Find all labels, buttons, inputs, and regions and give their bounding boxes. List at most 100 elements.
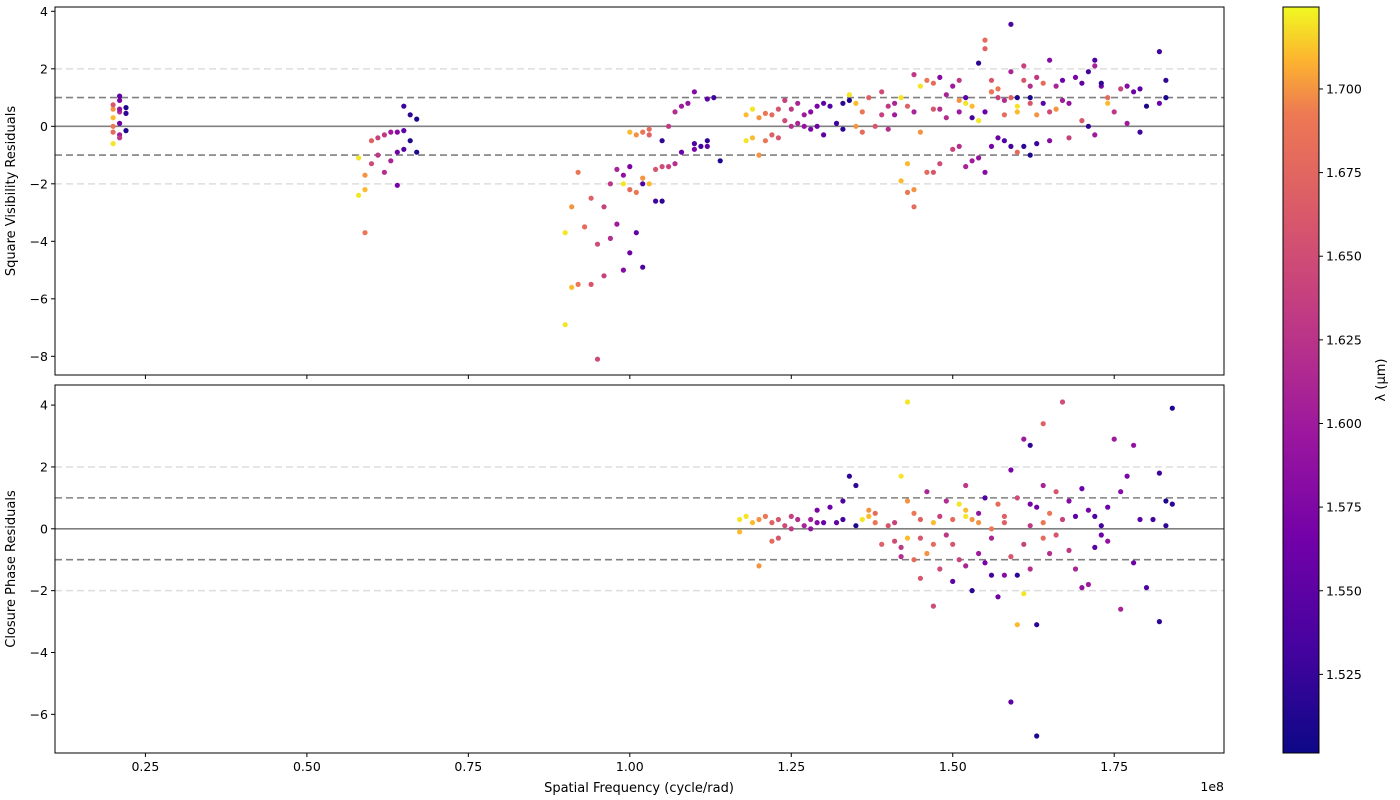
data-point [575, 169, 581, 175]
data-point [704, 138, 710, 144]
data-point [976, 510, 982, 516]
data-point [988, 526, 995, 532]
data-point [749, 106, 756, 112]
x-tick-label: 0.25 [131, 759, 159, 774]
data-point [117, 97, 123, 103]
data-point [640, 129, 646, 135]
data-point [930, 541, 937, 547]
data-point [1137, 129, 1143, 135]
data-point [1092, 544, 1098, 551]
data-point [653, 198, 659, 204]
top-scatter-points [110, 21, 1169, 362]
data-point [388, 129, 394, 135]
data-point [362, 187, 368, 193]
data-point [930, 520, 937, 526]
data-point [1131, 560, 1137, 566]
data-point [911, 204, 917, 210]
data-point [937, 513, 943, 520]
data-point [853, 523, 859, 529]
data-point [956, 143, 962, 149]
data-point [401, 128, 407, 134]
data-point [646, 126, 652, 132]
data-point [1066, 547, 1072, 554]
data-point [1156, 49, 1162, 55]
data-point [995, 95, 1001, 101]
data-point [407, 112, 413, 118]
data-point [963, 164, 969, 170]
data-point [821, 132, 827, 138]
data-point [1040, 421, 1046, 427]
data-point [1131, 442, 1137, 448]
data-point [1085, 507, 1091, 513]
data-point [659, 138, 665, 144]
data-point [788, 123, 794, 129]
data-point [969, 516, 975, 523]
data-point [1047, 109, 1053, 115]
x-tick-label: 1.50 [939, 759, 967, 774]
data-point [1001, 572, 1008, 578]
data-point [1059, 97, 1066, 103]
data-point [743, 112, 749, 118]
data-point [775, 135, 782, 141]
data-point [963, 482, 969, 489]
data-point [892, 112, 898, 118]
data-point [614, 166, 620, 172]
data-point [1163, 523, 1169, 529]
data-point [1014, 572, 1020, 578]
data-point [1008, 95, 1014, 101]
data-point [633, 189, 639, 195]
data-point [801, 123, 807, 129]
data-point [976, 118, 982, 124]
data-point [749, 135, 756, 141]
data-point [775, 535, 782, 541]
data-point [995, 86, 1001, 92]
data-point [672, 109, 678, 115]
data-point [1027, 442, 1033, 448]
data-point [821, 520, 827, 526]
data-point [866, 95, 872, 101]
data-point [898, 473, 904, 479]
y-tick-label: 4 [40, 398, 48, 413]
data-point [1111, 109, 1117, 115]
bottom-axes-frame [54, 384, 1225, 754]
data-point [911, 557, 917, 563]
y-tick-label: 0 [40, 521, 48, 536]
data-point [1040, 100, 1046, 106]
data-point [866, 513, 872, 520]
data-point [1047, 138, 1053, 144]
data-point [1118, 86, 1124, 92]
data-point [943, 498, 949, 504]
data-point [814, 103, 820, 109]
data-point [594, 241, 601, 247]
data-point [885, 103, 891, 109]
bottom-scatter-points [737, 399, 1175, 739]
data-point [1085, 581, 1091, 588]
data-point [833, 520, 840, 526]
data-point [356, 155, 362, 161]
data-point [1079, 118, 1085, 124]
data-point [569, 284, 575, 290]
data-point [711, 95, 717, 101]
data-point [123, 110, 129, 116]
data-point [846, 473, 853, 479]
data-point [737, 516, 743, 523]
colorbar-tick-label: 1.550 [1326, 583, 1362, 598]
data-point [607, 235, 614, 241]
x-tick-label: 1.00 [616, 759, 644, 774]
data-point [678, 103, 685, 109]
data-point [123, 105, 129, 111]
data-point [1124, 83, 1130, 89]
data-point [859, 516, 865, 523]
data-point [401, 146, 407, 152]
data-point [381, 169, 387, 175]
data-point [969, 103, 975, 109]
data-point [859, 109, 865, 115]
data-point [1014, 495, 1020, 501]
data-point [814, 123, 820, 129]
data-point [1131, 89, 1137, 95]
data-point [969, 115, 975, 121]
data-point [917, 83, 924, 89]
data-point [640, 264, 646, 270]
colorbar-label: λ (µm) [1374, 359, 1389, 402]
